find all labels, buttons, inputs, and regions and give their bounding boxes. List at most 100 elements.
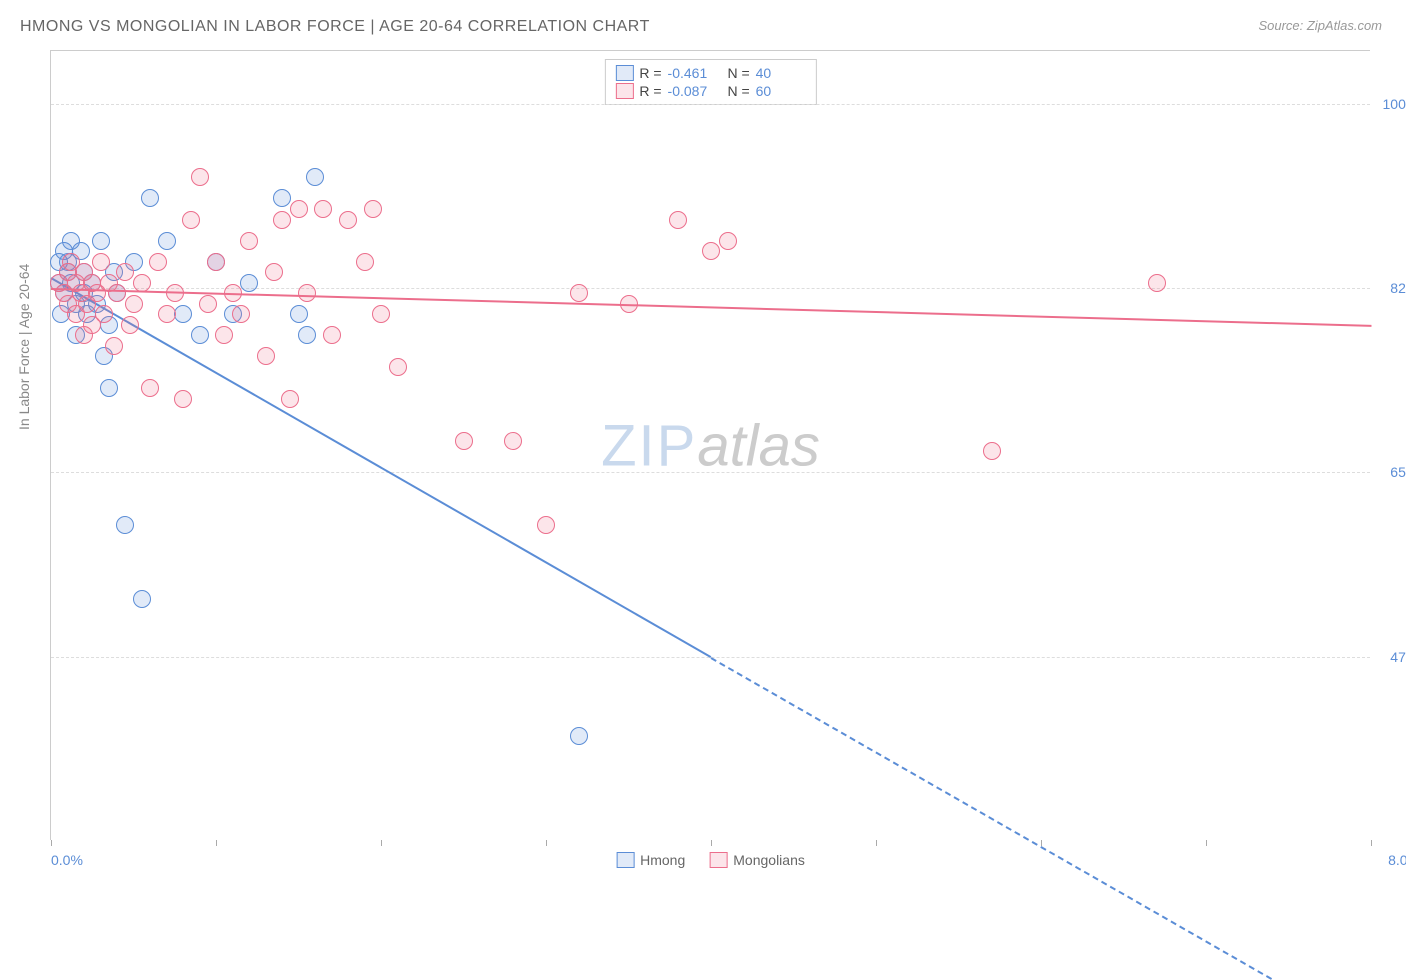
data-point [455,432,473,450]
x-tick [1206,840,1207,846]
data-point [364,200,382,218]
data-point [339,211,357,229]
data-point [215,326,233,344]
legend-r-value: -0.461 [668,65,718,81]
data-point [669,211,687,229]
data-point [265,263,283,281]
data-point [570,284,588,302]
legend-n-value: 40 [756,65,806,81]
legend-swatch [709,852,727,868]
y-axis-label: In Labor Force | Age 20-64 [16,264,32,430]
x-axis-max: 8.0% [1370,852,1406,868]
data-point [240,232,258,250]
data-point [504,432,522,450]
data-point [232,305,250,323]
legend-n-label: N = [724,65,750,81]
legend-row: R = -0.461 N = 40 [615,64,805,82]
legend-item: Mongolians [709,852,805,868]
data-point [133,590,151,608]
data-point [116,263,134,281]
data-point [356,253,374,271]
data-point [257,347,275,365]
x-tick [381,840,382,846]
legend-n-value: 60 [756,83,806,99]
legend-row: R = -0.087 N = 60 [615,82,805,100]
x-tick [1371,840,1372,846]
data-point [116,516,134,534]
data-point [125,295,143,313]
data-point [158,305,176,323]
trend-line-extrapolated [711,657,1273,980]
legend-swatch [615,65,633,81]
data-point [983,442,1001,460]
data-point [298,284,316,302]
y-tick-label: 47.5% [1375,649,1406,665]
y-tick-label: 100.0% [1375,96,1406,112]
data-point [182,211,200,229]
data-point [207,253,225,271]
legend-swatch [616,852,634,868]
legend-n-label: N = [724,83,750,99]
data-point [108,284,126,302]
chart-title: HMONG VS MONGOLIAN IN LABOR FORCE | AGE … [20,18,650,36]
legend-swatch [615,83,633,99]
x-tick [546,840,547,846]
plot-area: ZIPatlas R = -0.461 N = 40R = -0.087 N =… [50,50,1370,840]
data-point [121,316,139,334]
legend-bottom: Hmong Mongolians [616,852,805,868]
legend-r-label: R = [639,83,661,99]
data-point [306,168,324,186]
x-tick [876,840,877,846]
data-point [174,390,192,408]
data-point [191,326,209,344]
data-point [141,379,159,397]
data-point [323,326,341,344]
x-axis-min: 0.0% [51,852,83,868]
data-point [290,305,308,323]
data-point [199,295,217,313]
data-point [92,232,110,250]
data-point [141,189,159,207]
x-tick [711,840,712,846]
gridline [51,472,1370,473]
watermark-zip: ZIP [601,413,697,478]
data-point [298,326,316,344]
watermark: ZIPatlas [601,412,820,479]
data-point [149,253,167,271]
legend-r-value: -0.087 [668,83,718,99]
data-point [290,200,308,218]
data-point [702,242,720,260]
x-tick [216,840,217,846]
source-attribution: Source: ZipAtlas.com [1258,18,1382,33]
data-point [133,274,151,292]
data-point [92,253,110,271]
data-point [372,305,390,323]
data-point [240,274,258,292]
data-point [174,305,192,323]
data-point [537,516,555,534]
y-tick-label: 82.5% [1375,280,1406,296]
data-point [570,727,588,745]
data-point [1148,274,1166,292]
legend-item: Hmong [616,852,685,868]
data-point [719,232,737,250]
data-point [389,358,407,376]
data-point [281,390,299,408]
data-point [273,211,291,229]
watermark-atlas: atlas [697,413,820,478]
legend-r-label: R = [639,65,661,81]
legend-label: Hmong [640,852,685,868]
data-point [273,189,291,207]
trend-line [51,288,1371,327]
legend-top: R = -0.461 N = 40R = -0.087 N = 60 [604,59,816,105]
data-point [105,337,123,355]
data-point [100,379,118,397]
gridline [51,104,1370,105]
legend-label: Mongolians [733,852,805,868]
x-tick [51,840,52,846]
data-point [158,232,176,250]
data-point [95,305,113,323]
data-point [191,168,209,186]
data-point [314,200,332,218]
y-tick-label: 65.0% [1375,464,1406,480]
